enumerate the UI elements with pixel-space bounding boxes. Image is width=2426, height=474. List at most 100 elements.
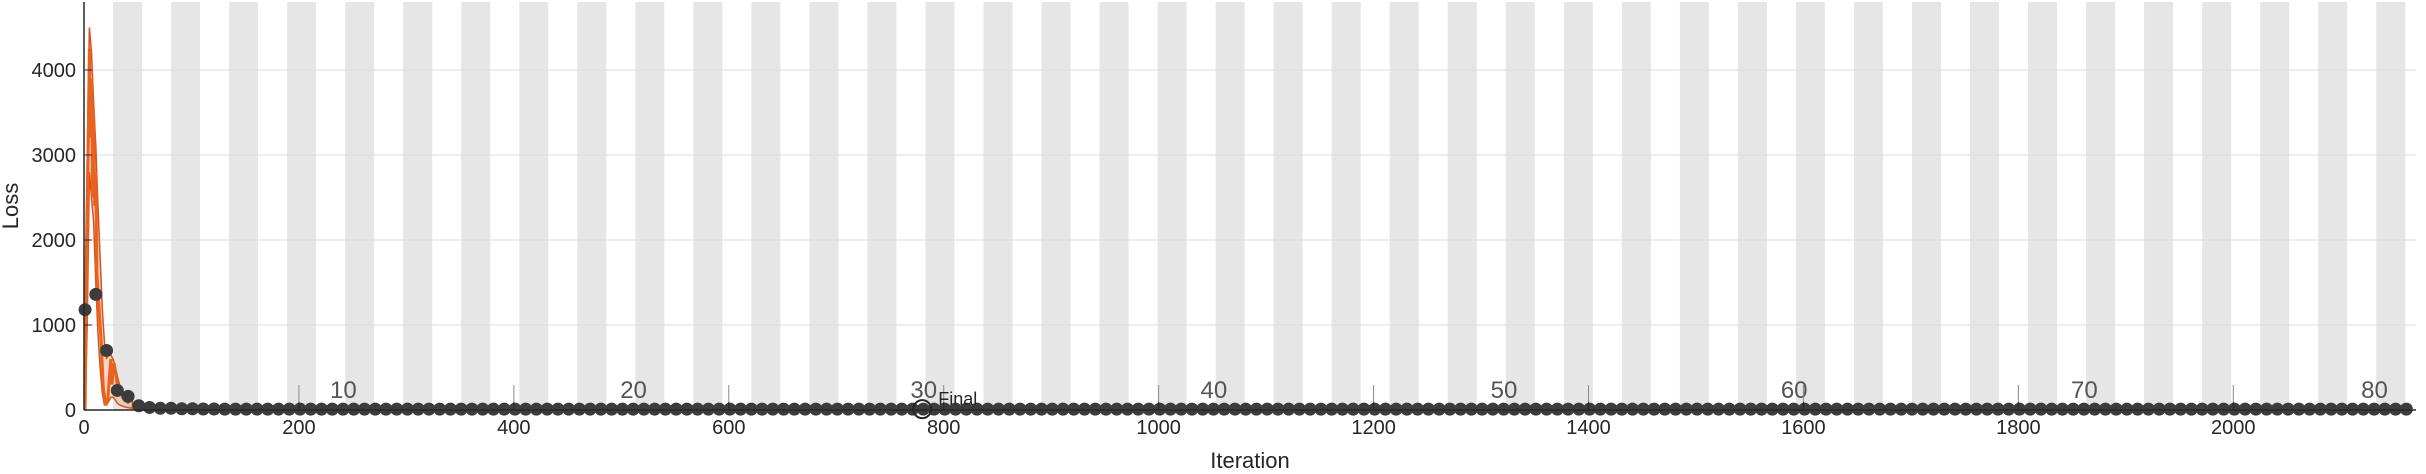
y-tick-label: 1000 <box>32 315 77 337</box>
validation-point <box>1518 402 1532 416</box>
validation-point <box>250 402 264 416</box>
validation-point <box>443 402 457 416</box>
validation-point <box>959 402 973 416</box>
validation-point <box>605 402 619 416</box>
validation-point <box>873 402 887 416</box>
validation-point <box>1497 402 1511 416</box>
epoch-band <box>577 2 607 410</box>
validation-point <box>2378 402 2392 416</box>
epoch-band <box>1273 2 1303 410</box>
validation-point <box>100 344 114 357</box>
y-tick-label: 0 <box>65 400 76 422</box>
validation-point <box>1540 402 1554 416</box>
validation-point <box>110 383 124 397</box>
validation-point <box>1400 402 1414 416</box>
validation-point <box>1916 402 1930 416</box>
validation-point <box>508 402 522 416</box>
validation-point <box>2184 402 2198 416</box>
epoch-band <box>693 2 723 410</box>
validation-point <box>2045 402 2059 416</box>
epoch-band <box>2086 2 2116 410</box>
validation-point <box>1067 402 1081 416</box>
validation-point <box>1787 402 1801 416</box>
validation-point <box>1002 402 1016 416</box>
validation-point <box>562 402 576 416</box>
validation-point <box>1808 402 1822 416</box>
validation-point <box>2281 402 2295 416</box>
epoch-band <box>1331 2 1361 410</box>
epoch-band <box>2376 2 2406 410</box>
epoch-band <box>1041 2 1071 410</box>
x-tick-label: 1400 <box>1566 417 1611 439</box>
validation-point <box>1776 402 1790 416</box>
validation-point <box>78 303 92 317</box>
validation-point <box>841 402 855 416</box>
validation-point <box>1260 402 1274 416</box>
epoch-label: 10 <box>330 377 357 404</box>
validation-point <box>1432 402 1446 416</box>
epoch-band <box>751 2 781 410</box>
validation-point <box>2002 402 2016 416</box>
validation-point <box>938 402 952 416</box>
validation-point <box>121 389 135 403</box>
epoch-band <box>1099 2 1129 410</box>
validation-point <box>1421 402 1435 416</box>
validation-point <box>1604 402 1618 416</box>
validation-point <box>196 402 210 416</box>
validation-point <box>572 402 586 416</box>
validation-point <box>820 402 834 416</box>
validation-point <box>304 402 318 416</box>
validation-point <box>1131 402 1145 416</box>
epoch-band <box>2260 2 2290 410</box>
validation-point <box>2356 402 2370 416</box>
validation-point <box>1636 402 1650 416</box>
validation-point <box>1078 402 1092 416</box>
validation-point <box>1658 402 1672 416</box>
validation-point <box>949 402 963 416</box>
validation-point <box>1249 402 1263 416</box>
epoch-band <box>2028 2 2058 410</box>
axes: 0 200 400 600 800 1000 1200 1400 1600 1800 2000 0 10… <box>32 2 2416 439</box>
validation-point <box>830 402 844 416</box>
validation-point <box>1013 402 1027 416</box>
validation-point <box>336 402 350 416</box>
validation-point <box>1088 402 1102 416</box>
validation-point <box>2303 402 2317 416</box>
epoch-band <box>1215 2 1245 410</box>
validation-point <box>1583 402 1597 416</box>
epoch-band <box>2318 2 2348 410</box>
y-tick-label: 2000 <box>32 230 77 252</box>
validation-point <box>1378 402 1392 416</box>
validation-point <box>594 402 608 416</box>
validation-point <box>1045 402 1059 416</box>
validation-point <box>282 402 296 416</box>
validation-point <box>916 402 930 416</box>
epoch-band <box>867 2 897 410</box>
y-axis-label: Loss <box>0 183 23 229</box>
validation-point <box>2077 402 2091 416</box>
validation-point <box>1626 402 1640 416</box>
validation-point <box>970 402 984 416</box>
epoch-label: 70 <box>2071 377 2098 404</box>
validation-point <box>1185 402 1199 416</box>
epoch-band <box>171 2 201 410</box>
epoch-band <box>1970 2 2000 410</box>
validation-point <box>1991 402 2005 416</box>
validation-point <box>1722 402 1736 416</box>
x-tick-label: 0 <box>78 417 89 439</box>
validation-point <box>852 402 866 416</box>
validation-point <box>787 402 801 416</box>
validation-point <box>1217 402 1231 416</box>
x-tick-label: 600 <box>712 417 745 439</box>
validation-point <box>1153 402 1167 416</box>
validation-point <box>755 402 769 416</box>
validation-point <box>368 402 382 416</box>
validation-point <box>2023 402 2037 416</box>
validation-point <box>390 402 404 416</box>
validation-point <box>400 402 414 416</box>
epoch-band <box>1505 2 1535 410</box>
validation-point <box>809 402 823 416</box>
epoch-band <box>519 2 549 410</box>
validation-point <box>1389 402 1403 416</box>
validation-point <box>766 402 780 416</box>
